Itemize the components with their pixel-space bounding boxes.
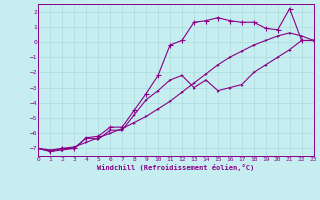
X-axis label: Windchill (Refroidissement éolien,°C): Windchill (Refroidissement éolien,°C) [97, 164, 255, 171]
